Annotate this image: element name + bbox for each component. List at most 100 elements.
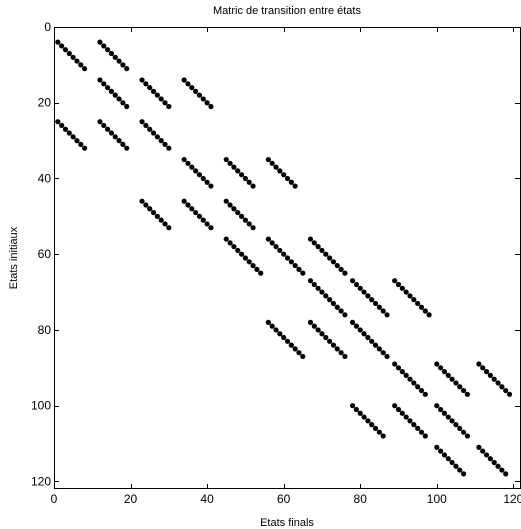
data-point bbox=[281, 251, 287, 257]
data-point bbox=[369, 297, 375, 303]
data-point bbox=[369, 338, 375, 344]
data-point bbox=[342, 312, 348, 318]
data-point bbox=[422, 391, 428, 397]
data-point bbox=[74, 138, 80, 144]
data-point bbox=[392, 403, 398, 409]
data-point bbox=[319, 331, 325, 337]
x-tick-label: 20 bbox=[124, 492, 138, 506]
data-point bbox=[284, 255, 291, 261]
data-point bbox=[506, 391, 513, 397]
data-point bbox=[411, 380, 417, 386]
chart-title: Matric de transition entre états bbox=[213, 5, 361, 17]
data-point bbox=[193, 88, 199, 94]
data-point bbox=[415, 425, 421, 432]
data-point bbox=[120, 141, 126, 147]
data-point bbox=[445, 372, 451, 378]
data-point bbox=[334, 304, 340, 310]
data-point bbox=[189, 206, 195, 212]
data-point bbox=[139, 119, 145, 125]
data-point bbox=[418, 304, 425, 310]
data-point bbox=[139, 77, 145, 83]
data-point bbox=[150, 130, 157, 136]
data-point bbox=[147, 206, 153, 212]
data-point bbox=[196, 213, 203, 219]
data-point bbox=[499, 384, 505, 390]
data-point bbox=[62, 126, 69, 132]
data-point bbox=[269, 160, 275, 166]
data-point bbox=[143, 81, 149, 87]
data-point bbox=[101, 122, 107, 129]
data-point bbox=[403, 414, 409, 420]
data-point bbox=[319, 247, 325, 254]
data-point bbox=[196, 92, 203, 98]
data-point bbox=[150, 209, 157, 216]
data-point bbox=[395, 406, 402, 413]
data-point bbox=[361, 414, 367, 420]
data-point bbox=[204, 100, 210, 106]
data-point bbox=[411, 297, 417, 303]
data-point bbox=[208, 225, 214, 231]
x-axis-title: Etats finals bbox=[260, 517, 314, 529]
data-point bbox=[441, 452, 448, 458]
y-tick-label: 60 bbox=[38, 247, 52, 261]
data-point bbox=[143, 122, 149, 129]
data-point bbox=[384, 312, 390, 318]
data-point bbox=[254, 266, 260, 272]
data-point bbox=[330, 300, 337, 307]
data-point bbox=[323, 293, 329, 299]
y-tick-label: 40 bbox=[38, 171, 52, 185]
data-point bbox=[327, 297, 333, 303]
data-point bbox=[438, 365, 444, 371]
data-point bbox=[453, 422, 459, 428]
data-point bbox=[97, 119, 103, 125]
data-point bbox=[483, 369, 490, 375]
data-point bbox=[185, 202, 191, 208]
data-point bbox=[246, 259, 252, 265]
data-point bbox=[108, 88, 115, 94]
data-point bbox=[323, 251, 329, 257]
data-point bbox=[503, 471, 509, 477]
data-point bbox=[327, 255, 333, 261]
data-point bbox=[116, 58, 122, 64]
data-point bbox=[334, 262, 340, 269]
data-point bbox=[307, 278, 314, 284]
data-point bbox=[265, 236, 271, 242]
data-point bbox=[227, 202, 233, 208]
data-point bbox=[55, 119, 61, 125]
data-point bbox=[434, 361, 440, 367]
data-point bbox=[273, 244, 279, 250]
data-point bbox=[162, 221, 168, 227]
data-point bbox=[55, 39, 61, 45]
data-point bbox=[227, 240, 233, 246]
data-point bbox=[150, 88, 157, 94]
data-point bbox=[407, 376, 413, 382]
data-point bbox=[418, 387, 425, 394]
data-point bbox=[154, 213, 160, 219]
data-point bbox=[353, 281, 359, 288]
data-point bbox=[112, 92, 118, 98]
x-tick-label: 100 bbox=[427, 492, 447, 506]
data-point bbox=[273, 164, 279, 170]
data-point bbox=[457, 384, 463, 390]
data-point bbox=[265, 319, 271, 325]
data-point bbox=[460, 471, 467, 477]
data-point bbox=[449, 418, 455, 424]
data-point bbox=[361, 331, 367, 337]
data-point bbox=[441, 369, 448, 375]
data-point bbox=[434, 444, 440, 450]
data-point bbox=[158, 96, 164, 102]
data-point bbox=[426, 312, 432, 318]
data-point bbox=[200, 175, 206, 182]
data-point bbox=[353, 406, 359, 413]
data-point bbox=[300, 353, 306, 360]
data-point bbox=[491, 376, 497, 382]
data-point bbox=[181, 156, 187, 163]
data-point bbox=[154, 134, 160, 140]
data-point bbox=[453, 463, 459, 469]
data-point bbox=[250, 262, 256, 269]
data-point bbox=[277, 168, 283, 174]
data-point bbox=[116, 96, 122, 102]
data-point bbox=[189, 164, 195, 170]
data-point bbox=[104, 47, 111, 53]
data-point bbox=[449, 376, 455, 382]
